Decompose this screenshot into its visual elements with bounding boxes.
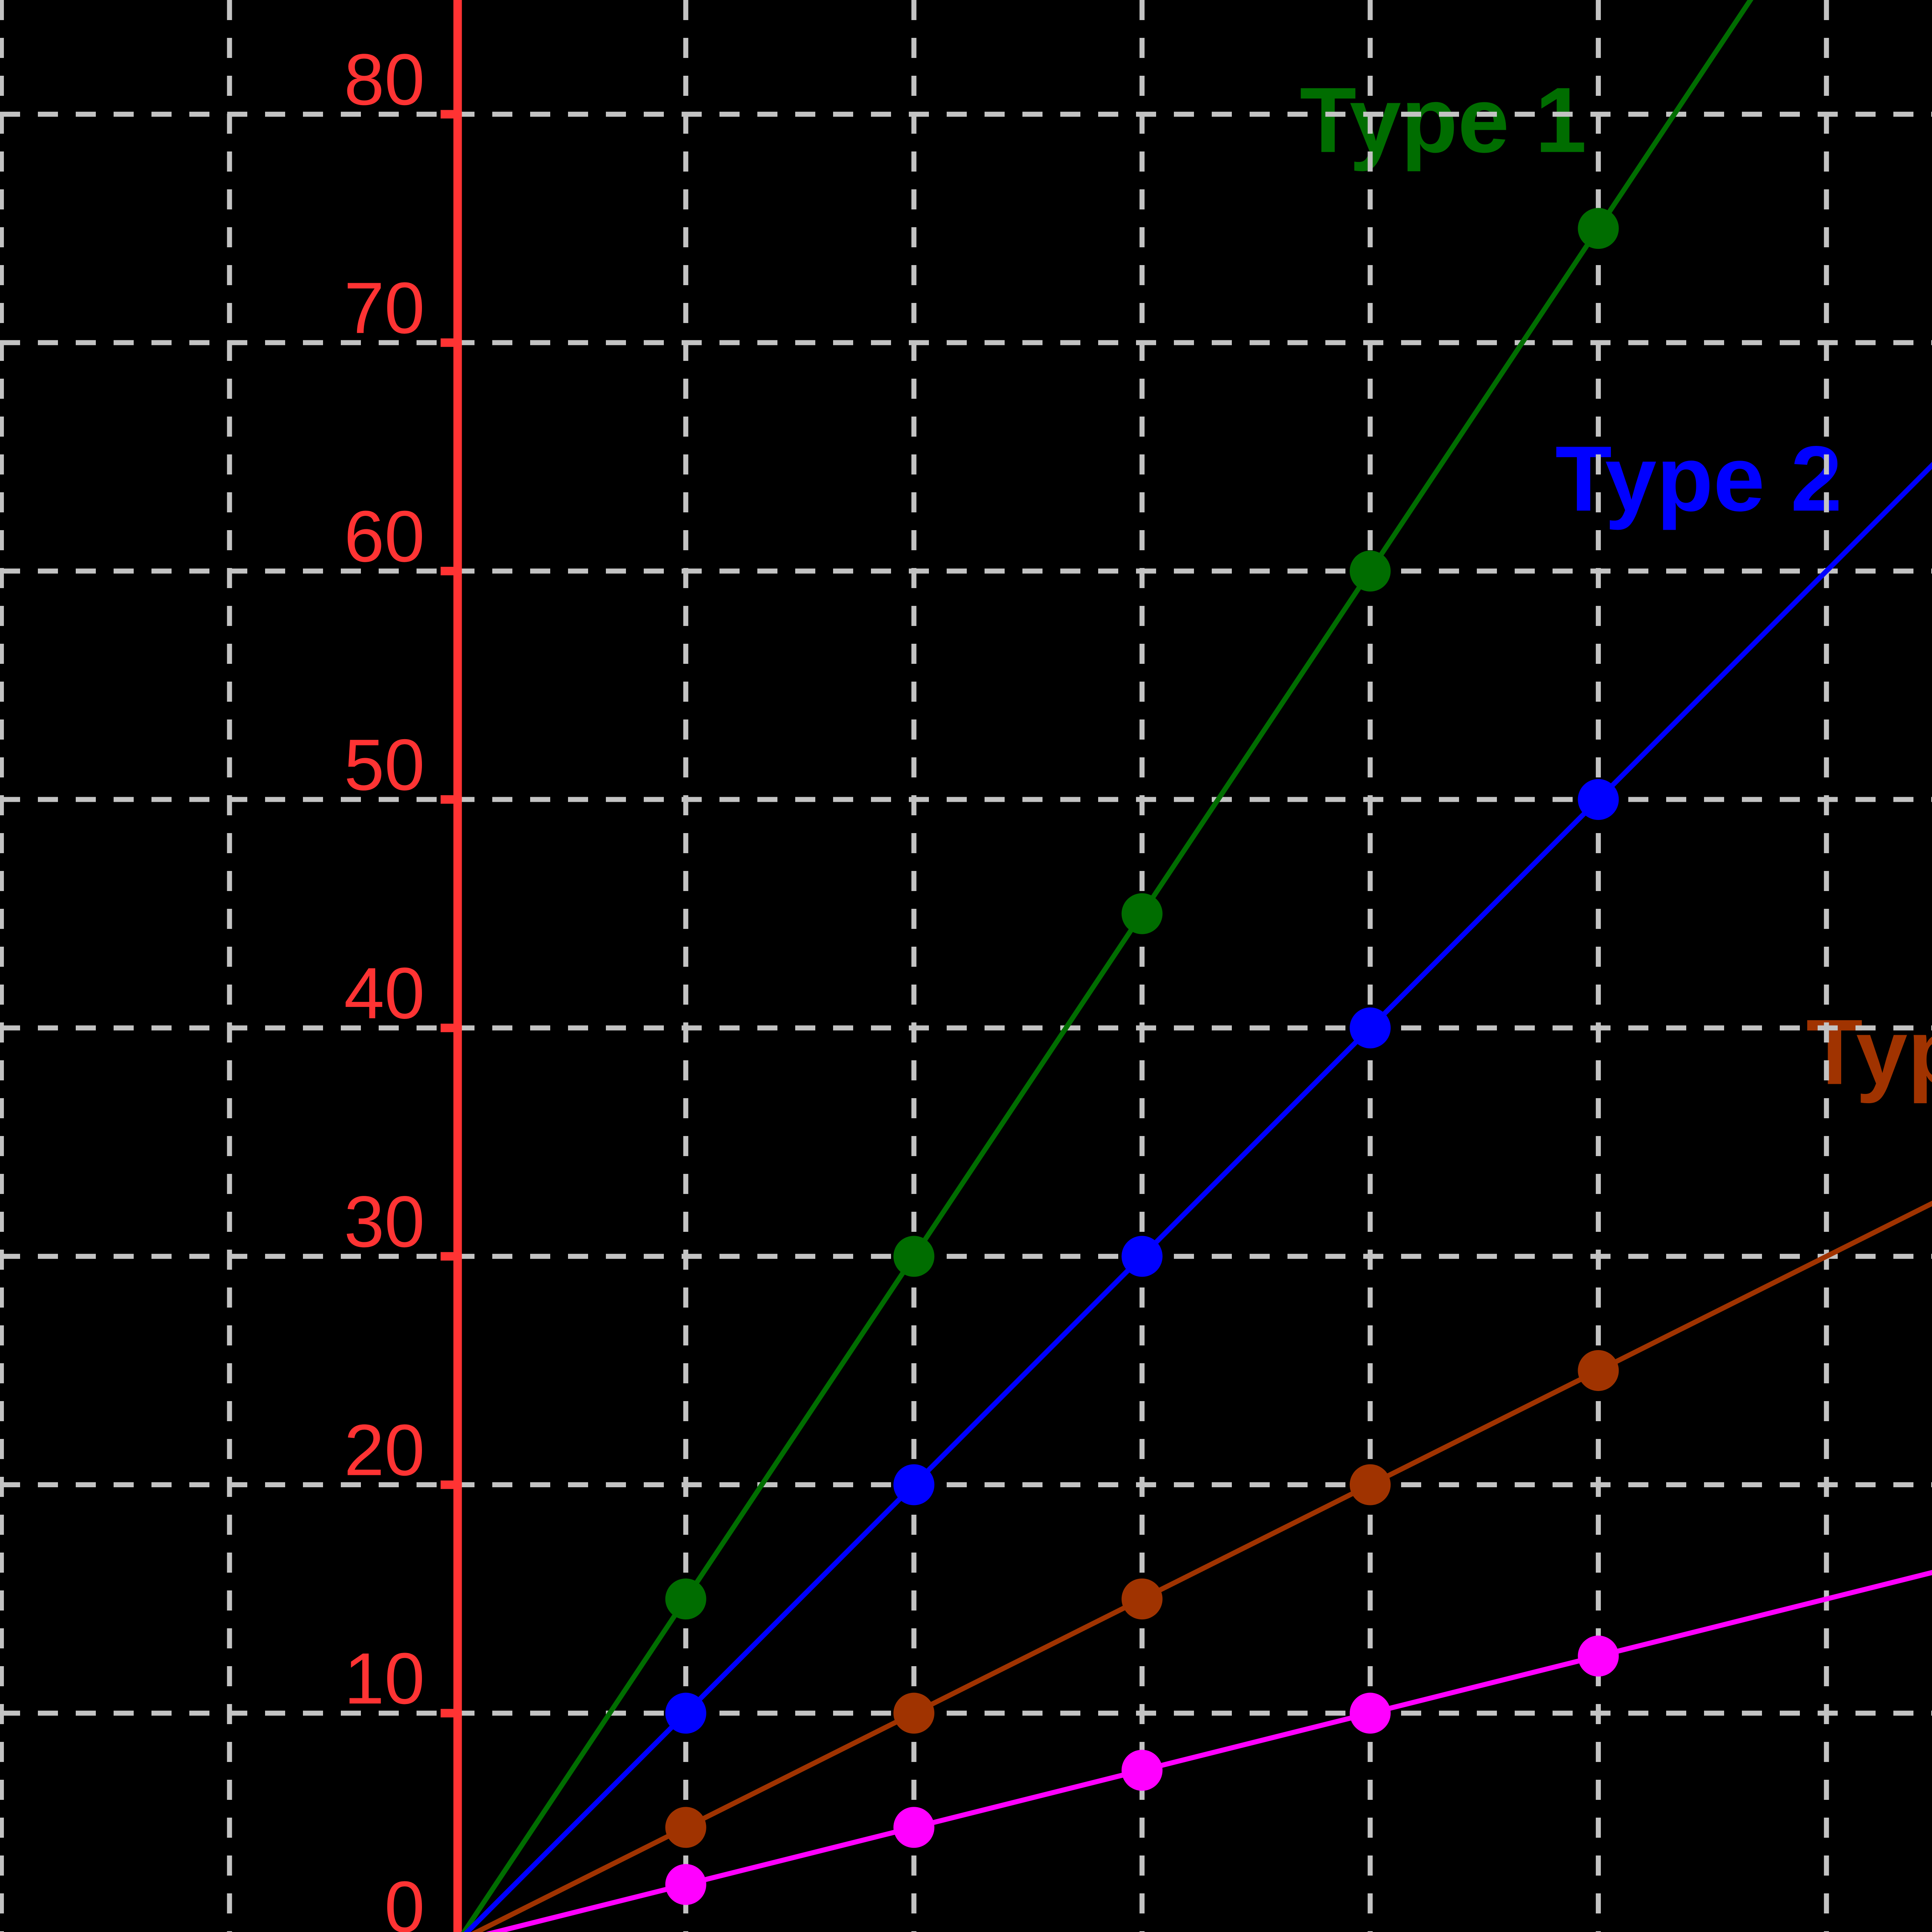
axis-ticks-layer — [440, 110, 458, 1718]
y-tick-label-50: 50 — [344, 724, 425, 805]
series-label-2: Type 2 — [1555, 427, 1842, 531]
series-4-point-5-2.5 — [665, 1864, 706, 1905]
series-points-layer — [665, 208, 1619, 1905]
y-tick-label-20: 20 — [344, 1410, 425, 1491]
series-3-point-10-10 — [893, 1692, 935, 1734]
y-tick-label-40: 40 — [344, 952, 425, 1034]
tick-labels-layer: -505101520253035404501020304050607080 — [344, 39, 425, 1932]
series-1-point-10-30 — [893, 1236, 935, 1277]
series-4-point-10-5 — [893, 1807, 935, 1848]
series-1-point-20-60 — [1350, 550, 1391, 592]
series-3-point-15-15 — [1121, 1578, 1163, 1620]
series-2-point-20-40 — [1350, 1007, 1391, 1049]
series-1-point-5-15 — [665, 1578, 706, 1620]
series-2-point-15-30 — [1121, 1236, 1163, 1277]
series-3-point-5-5 — [665, 1807, 706, 1848]
y-tick-label-10: 10 — [344, 1638, 425, 1719]
series-line-3 — [471, 1201, 1932, 1932]
series-2-point-10-20 — [893, 1464, 935, 1505]
y-tick-label-30: 30 — [344, 1181, 425, 1262]
series-label-1: Type 1 — [1300, 68, 1587, 172]
series-3-point-20-20 — [1350, 1464, 1391, 1505]
series-3-point-25-25 — [1578, 1350, 1619, 1391]
series-2-point-25-50 — [1578, 779, 1619, 820]
series-line-4 — [485, 1570, 1932, 1932]
y-tick-label-80: 80 — [344, 39, 425, 120]
series-1-point-15-45 — [1121, 893, 1163, 934]
series-1-point-25-75 — [1578, 208, 1619, 249]
series-4-point-20-10 — [1350, 1692, 1391, 1734]
series-4-point-15-7.5 — [1121, 1750, 1163, 1791]
series-4-point-25-12.5 — [1578, 1635, 1619, 1677]
series-label-3: Type 3 — [1806, 1000, 1932, 1104]
series-2-point-5-10 — [665, 1692, 706, 1734]
y-tick-label-60: 60 — [344, 496, 425, 577]
y-tick-label-70: 70 — [344, 267, 425, 349]
y-tick-label-0: 0 — [384, 1866, 425, 1932]
